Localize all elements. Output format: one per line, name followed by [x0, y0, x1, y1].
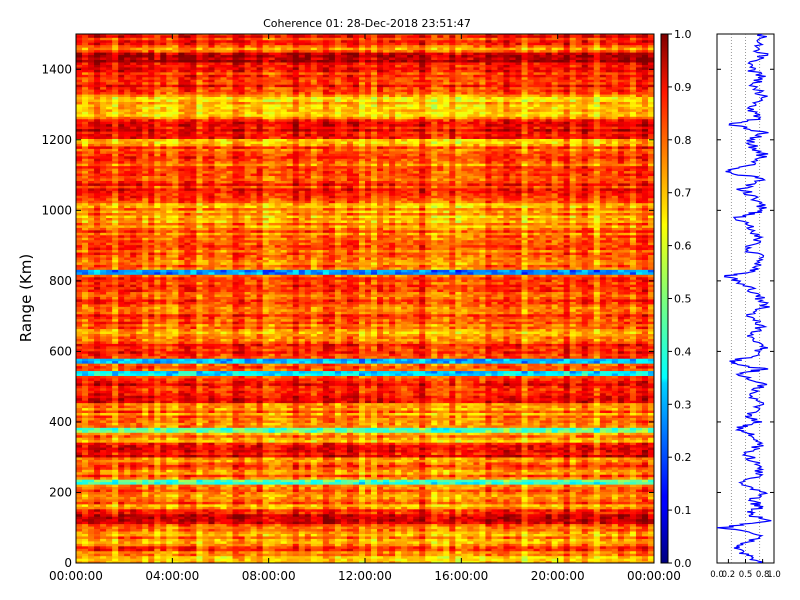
heatmap-cells	[76, 32, 655, 563]
chart-title: Coherence 01: 28-Dec-2018 23:51:47	[263, 17, 471, 30]
